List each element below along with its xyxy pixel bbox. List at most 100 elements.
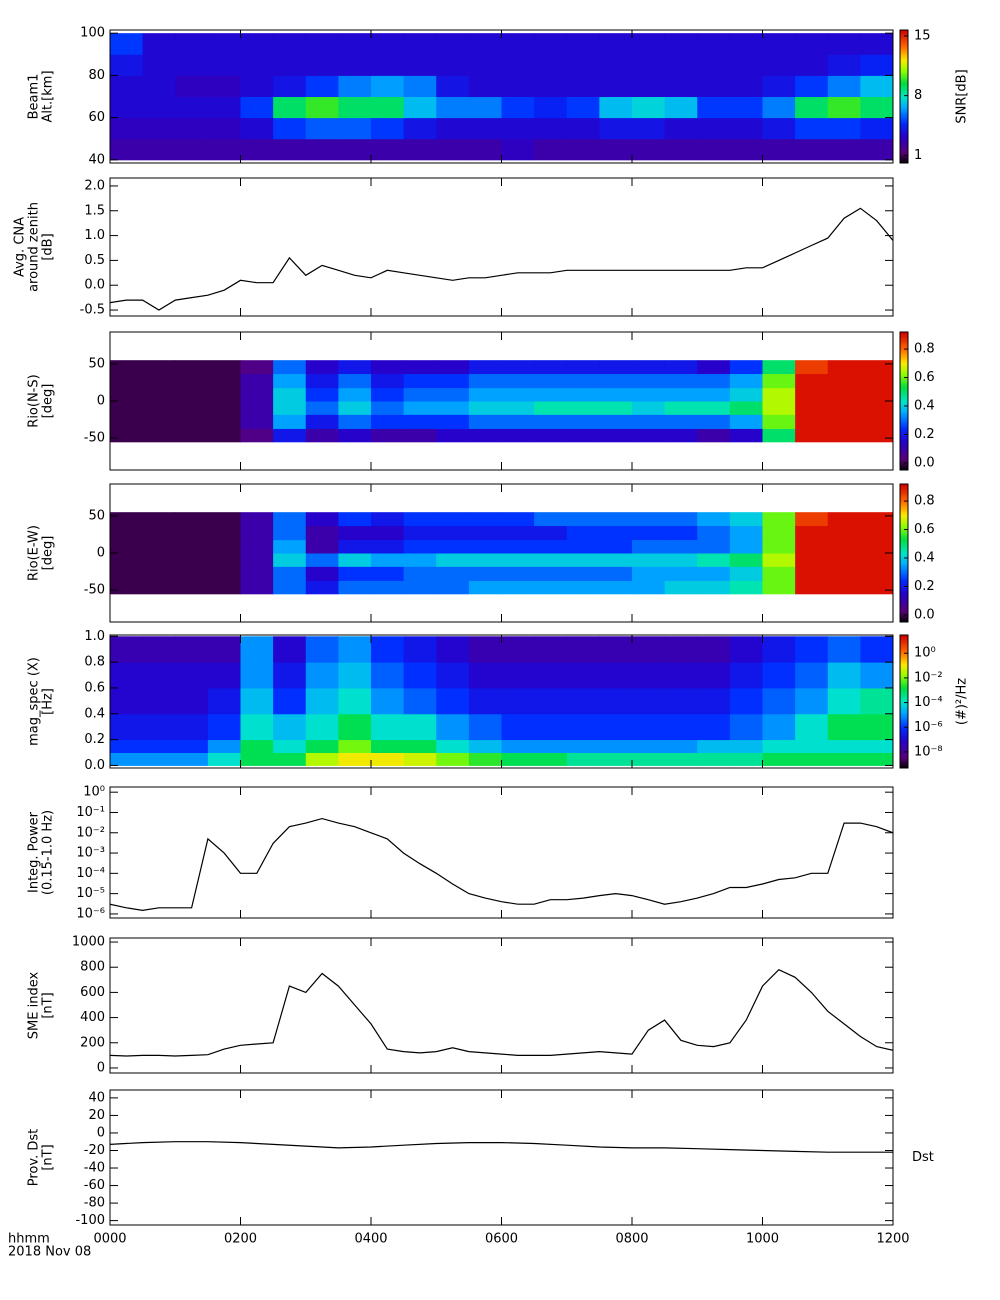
heatmap-cell	[762, 117, 796, 140]
heatmap-cell	[729, 525, 763, 541]
heatmap-cell	[273, 401, 307, 415]
y-tick-label: 1.5	[84, 203, 105, 218]
y-tick-label: 20	[88, 1108, 105, 1123]
heatmap-cell	[338, 138, 372, 161]
heatmap-cell	[403, 54, 437, 76]
heatmap-cell	[273, 539, 307, 554]
heatmap-cell	[305, 553, 339, 567]
heatmap-cell	[534, 96, 568, 119]
heatmap-cell	[338, 117, 372, 140]
heatmap-cell	[860, 662, 893, 689]
colorbar-segment	[900, 136, 908, 140]
heatmap-cell	[795, 580, 829, 595]
y-tick-label: 10⁻³	[76, 846, 105, 861]
heatmap-cell	[338, 553, 372, 567]
colorbar-segment	[900, 571, 908, 575]
heatmap-cell	[273, 752, 307, 766]
colorbar-tick-label: 0.8	[914, 494, 935, 509]
colorbar-segment	[900, 555, 908, 559]
heatmap-cell	[795, 428, 829, 443]
colorbar-segment	[900, 688, 908, 691]
heatmap-cell	[762, 739, 796, 754]
heatmap-cell	[729, 539, 763, 554]
heatmap-cell	[142, 752, 176, 766]
colorbar-segment	[900, 672, 908, 676]
colorbar-segment	[900, 608, 908, 611]
colorbar-segment	[900, 67, 908, 71]
heatmap-cell	[632, 138, 666, 161]
colorbar-segment	[900, 525, 908, 529]
heatmap-cell	[664, 360, 698, 375]
colorbar-segment	[900, 103, 908, 106]
heatmap-cell	[403, 414, 437, 429]
heatmap-cell	[632, 553, 666, 567]
heatmap-cell	[664, 96, 698, 119]
colorbar-segment	[900, 43, 908, 47]
heatmap-cell	[860, 687, 893, 715]
heatmap-cell	[338, 580, 372, 595]
y-axis-label: [Hz]	[41, 688, 56, 715]
heatmap-cell	[860, 401, 893, 415]
colorbar-segment	[900, 398, 908, 402]
y-tick-label: 10⁻²	[76, 825, 105, 840]
heatmap-cell	[566, 566, 600, 581]
heatmap-cell	[338, 752, 372, 766]
colorbar-segment	[900, 30, 908, 33]
heatmap-cell	[371, 580, 405, 595]
heatmap-cell	[729, 138, 763, 161]
heatmap-cell	[860, 138, 893, 161]
colorbar-frame	[899, 29, 909, 164]
heatmap-cell	[762, 138, 796, 161]
y-axis-label: Integ. Power	[27, 811, 42, 893]
heatmap-cell	[468, 636, 502, 663]
panel: 40 60 80 100 Beam1 Alt.[km] 1 8 15 SNR[dB]	[27, 26, 970, 168]
heatmap-cell	[371, 75, 405, 97]
heatmap-cell	[436, 428, 470, 443]
heatmap-cell	[664, 428, 698, 443]
y-tick-label: 0.4	[84, 706, 105, 721]
heatmap-cell	[599, 687, 633, 715]
heatmap-cell	[501, 33, 535, 55]
colorbar-segment	[900, 507, 908, 510]
colorbar-segment	[900, 112, 908, 115]
heatmap-cell	[860, 512, 893, 527]
heatmap-cell	[403, 96, 437, 119]
heatmap-cell	[468, 687, 502, 715]
heatmap-cell	[403, 580, 437, 595]
line	[110, 207, 893, 311]
colorbar-tick-label: 10⁻⁴	[914, 695, 943, 710]
heatmap-cell	[305, 566, 339, 581]
heatmap-cell	[273, 117, 307, 140]
heatmap-cell	[371, 752, 405, 766]
heatmap-cell	[403, 387, 437, 402]
heatmap-cell	[795, 75, 829, 97]
colorbar-segment	[900, 63, 908, 66]
heatmap-cell	[436, 54, 470, 76]
heatmap-cell	[795, 713, 829, 741]
heatmap-cell	[273, 739, 307, 754]
heatmap-cell	[762, 428, 796, 443]
colorbar-segment	[900, 484, 908, 487]
heatmap-cell	[371, 117, 405, 140]
heatmap-cell	[860, 387, 893, 402]
heatmap-cell	[795, 138, 829, 161]
panel: -0.5 0.0 0.5 1.0 1.5 2.0 Avg. CNA around zenith…	[13, 177, 894, 318]
colorbar-segment	[900, 754, 908, 758]
y-tick-label: 40	[88, 152, 105, 167]
heatmap-cell	[632, 96, 666, 119]
heatmap-cell	[175, 373, 209, 389]
heatmap-cell	[599, 713, 633, 741]
y-tick-label: 50	[88, 508, 105, 523]
colorbar-segment	[900, 748, 908, 751]
heatmap-cell	[827, 713, 861, 741]
heatmap-cell	[305, 512, 339, 527]
colorbar-segment	[900, 343, 908, 347]
heatmap-cell	[207, 75, 241, 97]
heatmap-cell	[436, 713, 470, 741]
heatmap-cell	[827, 96, 861, 119]
heatmap-cell	[175, 428, 209, 443]
colorbar-label: SNR[dB]	[955, 69, 970, 123]
heatmap-cell	[566, 752, 600, 766]
y-tick-label: 0.6	[84, 680, 105, 695]
heatmap-cell	[436, 566, 470, 581]
